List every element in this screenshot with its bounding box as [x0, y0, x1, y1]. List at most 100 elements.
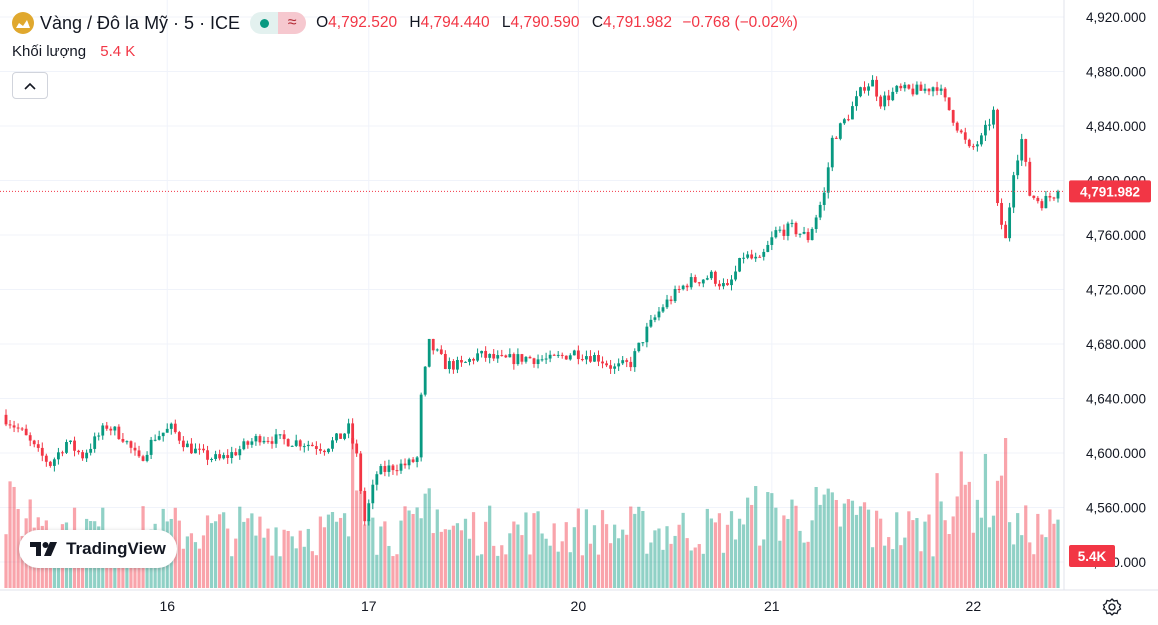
candle-body [524, 356, 528, 362]
volume-bar [516, 524, 520, 588]
candle-body [802, 231, 806, 234]
candle-body [822, 192, 826, 205]
volume-bar [222, 512, 226, 588]
volume-bar [625, 534, 629, 588]
candle-body [798, 233, 802, 235]
candle-body [351, 423, 355, 444]
candle-body [488, 353, 492, 358]
volume-bar [613, 524, 617, 588]
volume-bar [262, 537, 266, 588]
volume-bar [854, 514, 859, 588]
volume-bar [411, 513, 415, 588]
approx-wave-icon[interactable]: ≈ [278, 12, 307, 34]
candle-body [1040, 201, 1044, 209]
candle-body [274, 434, 278, 444]
volume-bar [564, 522, 568, 588]
candle-body [238, 449, 242, 456]
candle-body [512, 354, 516, 365]
candle-body [331, 440, 334, 449]
candle-body [347, 423, 351, 434]
volume-bar [931, 556, 935, 588]
volume-bar [653, 530, 657, 588]
candle-body [290, 445, 294, 447]
volume-bar [983, 453, 988, 588]
tradingview-logo[interactable]: TradingView [19, 530, 177, 568]
volume-bar [673, 535, 677, 588]
collapse-legend-button[interactable] [12, 72, 48, 99]
candle-body [593, 355, 596, 362]
candle-body [359, 453, 363, 491]
candle-body [1000, 203, 1003, 225]
candle-body [69, 440, 72, 442]
volume-bar [617, 538, 621, 588]
volume-bar [951, 516, 955, 588]
candle-body [254, 436, 258, 442]
candle-body [673, 289, 677, 302]
candle-body [73, 440, 76, 451]
candle-body [975, 144, 979, 147]
volume-bar [395, 554, 399, 588]
volume-bar [842, 503, 846, 588]
candle-body [863, 87, 866, 91]
gold-coin-icon[interactable] [12, 12, 34, 34]
volume-bar [588, 543, 593, 588]
volume-bar [641, 510, 645, 588]
volume-bar [4, 534, 8, 588]
volume-bar [68, 554, 73, 588]
candle-body [560, 354, 564, 356]
volume-bar [600, 510, 605, 588]
candle-body [693, 277, 697, 283]
candle-body [564, 355, 568, 360]
y-tick-label: 4,880.000 [1086, 65, 1146, 80]
volume-bar [1024, 505, 1028, 588]
candle-body [439, 349, 443, 354]
volume-bar [467, 538, 472, 588]
volume-bar [451, 525, 456, 588]
candle-body [327, 448, 330, 453]
candle-body [895, 85, 899, 92]
candle-body [734, 271, 737, 280]
volume-bar [729, 511, 734, 588]
candle-body [40, 447, 44, 456]
candle-body [770, 237, 774, 245]
volume-bar [536, 511, 540, 588]
volume-bar [891, 549, 895, 588]
candle-body [528, 356, 532, 359]
symbol-title[interactable]: Vàng / Đô la Mỹ · 5 · ICE [40, 12, 241, 33]
candle-body [532, 358, 536, 364]
candle-body [335, 433, 338, 441]
market-open-dot-icon[interactable] [250, 12, 279, 34]
candle-body [794, 222, 798, 235]
settings-gear-icon[interactable] [1102, 597, 1122, 617]
volume-bar [318, 516, 323, 588]
candle-body [903, 84, 907, 89]
candle-body [589, 356, 592, 362]
candle-body [1020, 139, 1024, 161]
volume-bar [129, 554, 133, 588]
volume-bar [637, 506, 641, 588]
volume-bar [496, 555, 500, 588]
candle-body [617, 363, 621, 367]
volume-bar [342, 513, 347, 588]
volume-bar [786, 518, 790, 588]
x-tick-label: 20 [571, 598, 587, 614]
candle-body [226, 455, 230, 458]
candle-body [484, 350, 488, 358]
candle-body [500, 355, 504, 357]
volume-bar [415, 507, 419, 588]
status-badges[interactable]: ≈ [250, 12, 307, 34]
volume-bar [403, 506, 407, 588]
x-tick-label: 21 [764, 598, 780, 614]
volume-bar [798, 530, 802, 588]
candle-body [20, 428, 24, 430]
volume-bar [943, 520, 947, 588]
candle-body [661, 307, 665, 312]
candle-body [891, 91, 895, 101]
candle-body [480, 350, 484, 354]
candle-body [742, 257, 746, 259]
volume-bar [480, 554, 484, 588]
candle-body [44, 455, 48, 462]
volume-bar [488, 505, 492, 588]
volume-bar [903, 537, 907, 588]
